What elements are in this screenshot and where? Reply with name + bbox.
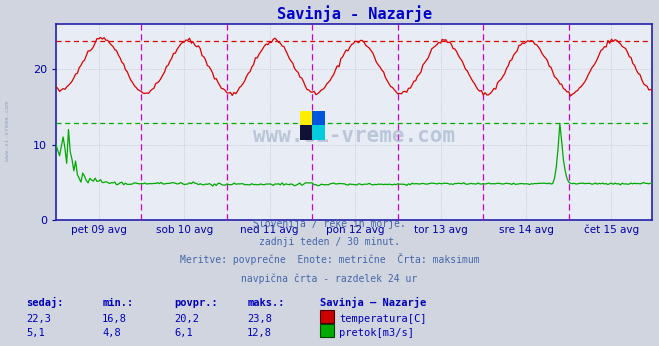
Text: zadnji teden / 30 minut.: zadnji teden / 30 minut.: [259, 237, 400, 247]
Text: 12,8: 12,8: [247, 328, 272, 338]
Text: temperatura[C]: temperatura[C]: [339, 315, 427, 325]
Bar: [312, 111, 325, 126]
Bar: [300, 111, 312, 126]
Text: navpična črta - razdelek 24 ur: navpična črta - razdelek 24 ur: [241, 273, 418, 284]
Text: 20,2: 20,2: [175, 315, 200, 325]
Text: pretok[m3/s]: pretok[m3/s]: [339, 328, 415, 338]
Bar: [312, 126, 325, 140]
Bar: [300, 126, 312, 140]
Text: 6,1: 6,1: [175, 328, 193, 338]
Text: www.si-vreme.com: www.si-vreme.com: [5, 101, 11, 162]
Text: povpr.:: povpr.:: [175, 298, 218, 308]
Title: Savinja - Nazarje: Savinja - Nazarje: [277, 5, 432, 22]
Text: sedaj:: sedaj:: [26, 297, 64, 308]
Text: 22,3: 22,3: [26, 315, 51, 325]
Text: Slovenija / reke in morje.: Slovenija / reke in morje.: [253, 219, 406, 229]
Text: 23,8: 23,8: [247, 315, 272, 325]
Text: Savinja – Nazarje: Savinja – Nazarje: [320, 297, 426, 308]
Text: 16,8: 16,8: [102, 315, 127, 325]
Text: Meritve: povprečne  Enote: metrične  Črta: maksimum: Meritve: povprečne Enote: metrične Črta:…: [180, 253, 479, 265]
Text: 4,8: 4,8: [102, 328, 121, 338]
Text: 5,1: 5,1: [26, 328, 45, 338]
Text: maks.:: maks.:: [247, 298, 285, 308]
Text: min.:: min.:: [102, 298, 133, 308]
Text: www.si-vreme.com: www.si-vreme.com: [253, 126, 455, 146]
